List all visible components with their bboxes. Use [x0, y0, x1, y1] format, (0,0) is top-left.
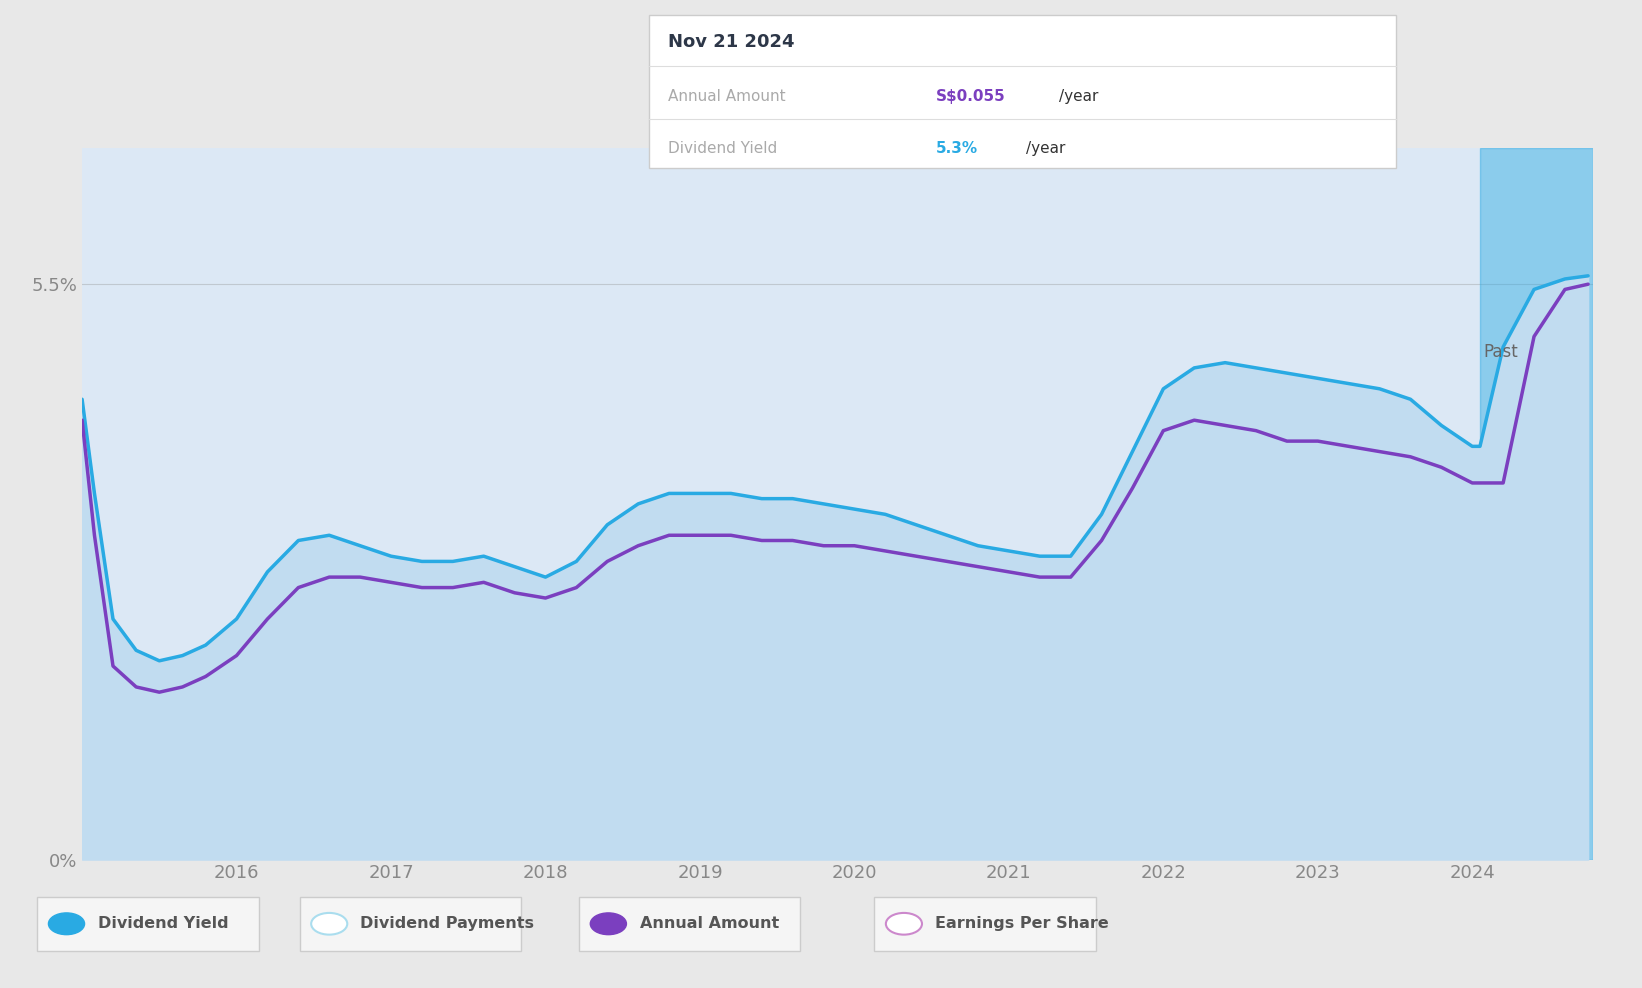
Bar [1479, 148, 1593, 860]
Circle shape [887, 913, 923, 935]
Circle shape [49, 913, 85, 935]
Text: Dividend Yield: Dividend Yield [668, 140, 778, 156]
Text: Past: Past [1483, 343, 1517, 362]
Text: Dividend Yield: Dividend Yield [99, 916, 228, 932]
Circle shape [310, 913, 348, 935]
Circle shape [591, 913, 627, 935]
Text: S$0.055: S$0.055 [936, 89, 1005, 105]
FancyBboxPatch shape [36, 897, 259, 950]
FancyBboxPatch shape [875, 897, 1097, 950]
Text: Annual Amount: Annual Amount [668, 89, 787, 105]
Text: Nov 21 2024: Nov 21 2024 [668, 33, 795, 50]
Text: /year: /year [1059, 89, 1098, 105]
Text: Earnings Per Share: Earnings Per Share [936, 916, 1108, 932]
Text: Annual Amount: Annual Amount [640, 916, 778, 932]
FancyBboxPatch shape [649, 15, 1396, 168]
Text: 5.3%: 5.3% [936, 140, 979, 156]
FancyBboxPatch shape [299, 897, 522, 950]
FancyBboxPatch shape [580, 897, 801, 950]
Text: /year: /year [1026, 140, 1066, 156]
Text: Dividend Payments: Dividend Payments [361, 916, 534, 932]
